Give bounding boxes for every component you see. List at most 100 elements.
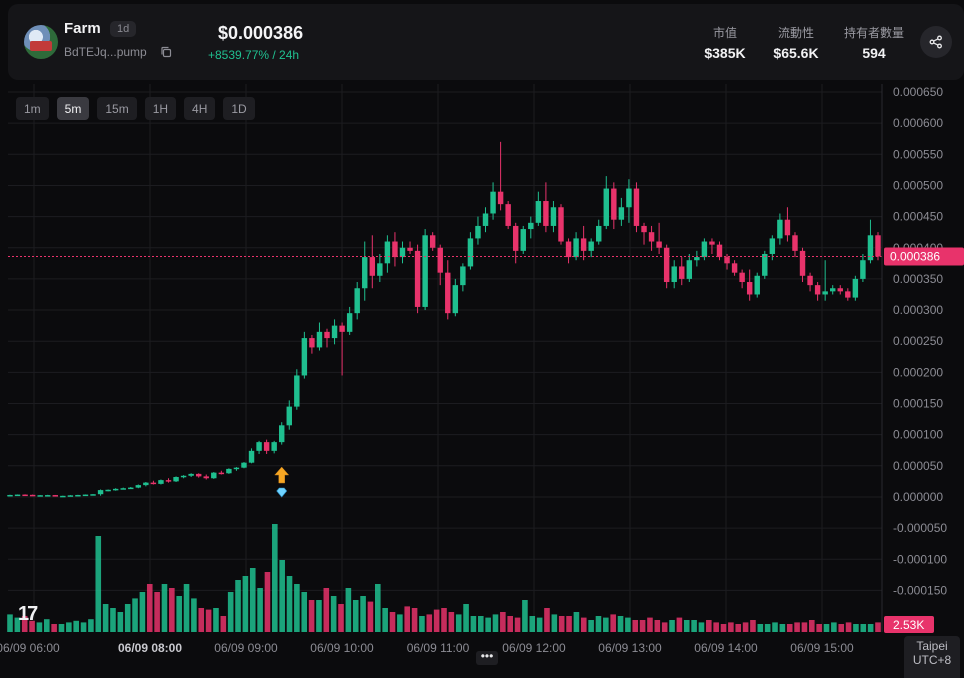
candle-body	[45, 495, 51, 497]
volume-bar	[750, 620, 756, 632]
candle-body	[218, 472, 225, 475]
candle-body	[346, 313, 353, 332]
age-badge: 1d	[110, 21, 137, 37]
candle-body	[22, 494, 28, 497]
time-axis-tick: 06/09 15:00	[790, 641, 854, 655]
candle-body	[180, 475, 187, 478]
candle-body	[339, 325, 345, 332]
token-address: BdTEJq...pump	[64, 45, 147, 59]
price-axis-tick: 0.000100	[893, 428, 943, 442]
candle-body	[656, 241, 662, 248]
candle-body	[731, 263, 738, 273]
volume-bar	[551, 614, 558, 632]
tradingview-logo[interactable]: 17	[18, 603, 38, 625]
volume-bar	[441, 608, 447, 632]
price-axis-tick: 0.000200	[893, 365, 943, 379]
volume-bar	[485, 617, 491, 632]
volume-bar	[220, 616, 227, 632]
timeframe-1h[interactable]: 1H	[144, 97, 177, 120]
volume-bar	[544, 608, 550, 632]
candle-body	[309, 338, 315, 348]
volume-bar	[514, 617, 521, 632]
timezone-label[interactable]: Taipei UTC+8	[904, 636, 960, 678]
volume-bar	[742, 622, 749, 632]
price-axis-tick: 0.000050	[893, 459, 943, 473]
candle-body	[482, 213, 489, 226]
share-button[interactable]	[920, 26, 952, 58]
timeframe-15m[interactable]: 15m	[97, 97, 137, 120]
candle-body	[362, 257, 368, 289]
diamond-icon	[276, 487, 288, 498]
candle-body	[233, 467, 240, 470]
candle-body	[112, 488, 119, 491]
volume-bar	[360, 596, 366, 632]
current-price-label: 0.000386	[890, 249, 940, 263]
candle-body	[467, 238, 474, 267]
candle-body	[143, 482, 149, 486]
timeframe-1m[interactable]: 1m	[16, 97, 49, 120]
volume-bar	[720, 624, 727, 632]
volume-bar	[588, 620, 594, 632]
volume-bar	[632, 620, 639, 632]
candle-body	[724, 257, 730, 264]
volume-bar	[227, 592, 234, 632]
volume-bar	[463, 604, 469, 632]
volume-bar	[779, 624, 786, 632]
price-axis-tick: -0.000100	[893, 552, 947, 566]
price-chart[interactable]: 0.000650 0.000600 0.000550 0.000500 0.000450…	[0, 84, 964, 678]
candle-body	[588, 241, 594, 251]
volume-bar	[316, 600, 322, 632]
candle-body	[512, 225, 519, 251]
volume-bar	[676, 617, 683, 632]
candle-body	[279, 425, 285, 443]
volume-bar	[603, 617, 609, 632]
candle-body	[603, 188, 609, 226]
volume-bar	[389, 612, 396, 632]
volume-bar	[205, 609, 212, 632]
stat-value: $65.6K	[773, 45, 819, 61]
candle-body	[694, 257, 700, 261]
volume-bar	[522, 600, 528, 632]
timeframe-5m[interactable]: 5m	[56, 97, 90, 120]
volume-bar	[139, 592, 146, 632]
volume-bar	[654, 620, 661, 632]
volume-bar	[433, 609, 440, 632]
candle-body	[105, 489, 111, 492]
candle-body	[762, 253, 768, 276]
volume-bar	[823, 624, 830, 632]
volume-bar	[338, 604, 344, 632]
candle-body	[829, 288, 836, 292]
time-axis-tick: 06/09 06:00	[0, 641, 60, 655]
more-icon[interactable]: •••	[476, 650, 498, 665]
timeframe-4h[interactable]: 4H	[184, 97, 216, 120]
candle-body	[799, 250, 806, 276]
token-avatar	[24, 25, 58, 59]
candle-body	[520, 229, 526, 251]
time-axis-tick: 06/09 09:00	[214, 641, 278, 655]
token-header: Farm 1d BdTEJq...pump $0.000386 +8539.77…	[8, 4, 964, 80]
volume-label: 2.53K	[893, 618, 924, 632]
volume-bar	[264, 572, 271, 632]
token-name: Farm	[64, 20, 101, 37]
volume-badge	[884, 616, 934, 633]
timeframe-1d[interactable]: 1D	[223, 97, 255, 120]
volume-bar	[831, 622, 837, 632]
candle-body	[867, 235, 874, 261]
candle-body	[158, 480, 164, 484]
candle-body	[611, 188, 617, 220]
candle-body	[497, 191, 504, 205]
candle-body	[445, 272, 451, 314]
copy-icon[interactable]	[160, 46, 172, 58]
candle-body	[90, 494, 96, 496]
candle-body	[822, 291, 828, 295]
candle-body	[528, 222, 534, 230]
candle-body	[686, 260, 693, 279]
stat-label: 持有者數量	[843, 26, 904, 40]
candle-body	[671, 266, 677, 283]
volume-bar	[698, 622, 705, 632]
volume-bar	[566, 616, 572, 632]
price-axis-tick: 0.000350	[893, 272, 943, 286]
price-axis-tick: 0.000300	[893, 303, 943, 317]
candle-body	[324, 331, 330, 339]
candle-body	[399, 247, 406, 258]
